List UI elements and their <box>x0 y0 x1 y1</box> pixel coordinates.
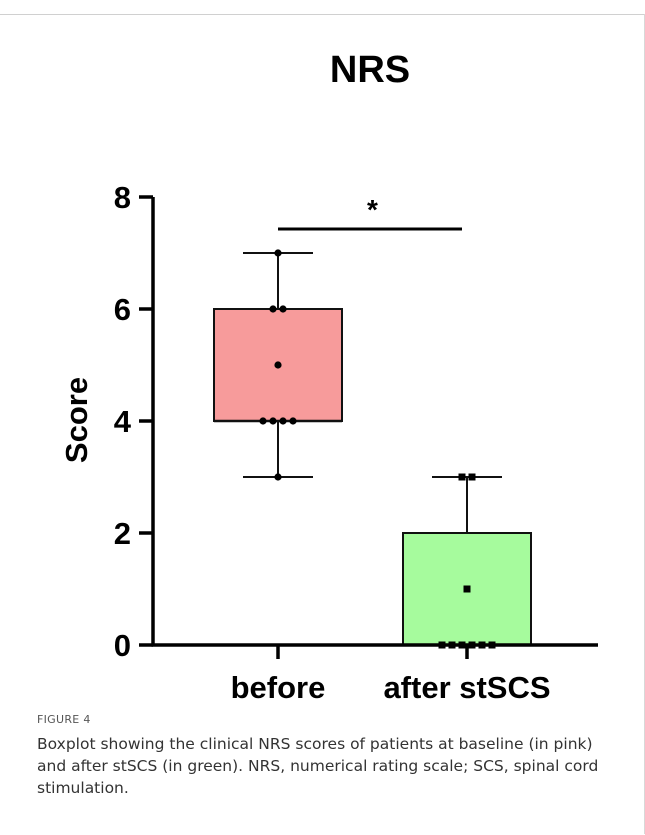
boxplot-chart: NRS Score 0 2 4 6 8 before after stSCS * <box>59 49 598 700</box>
data-point <box>468 473 476 481</box>
data-point <box>289 417 297 425</box>
figure-caption: Boxplot showing the clinical NRS scores … <box>37 735 599 797</box>
data-point <box>274 473 282 481</box>
data-point <box>274 249 282 257</box>
data-point <box>279 305 287 313</box>
chart-title: NRS <box>330 49 410 91</box>
y-tick-label: 6 <box>114 292 131 327</box>
x-tick-label: before <box>231 670 326 700</box>
data-point <box>274 361 282 369</box>
y-tick-label: 2 <box>114 516 131 551</box>
y-tick-label: 0 <box>114 628 131 663</box>
data-point <box>279 417 287 425</box>
figure-label: FIGURE 4 <box>37 713 91 726</box>
data-point <box>269 305 277 313</box>
y-tick-label: 4 <box>114 404 132 439</box>
data-point <box>259 417 267 425</box>
significance-label: * <box>367 194 378 225</box>
data-point <box>458 473 466 481</box>
x-tick-label: after stSCS <box>383 670 550 700</box>
data-point <box>463 585 471 593</box>
figure-frame <box>0 14 645 835</box>
y-tick-label: 8 <box>114 180 131 215</box>
y-axis-label: Score <box>59 377 94 463</box>
data-point <box>269 417 277 425</box>
plot-area: 0 2 4 6 8 before after stSCS * <box>114 180 598 700</box>
